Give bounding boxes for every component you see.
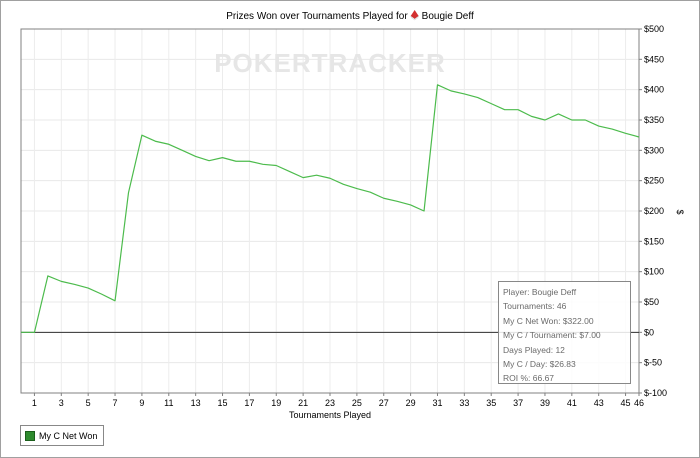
x-tick-label: 21 bbox=[298, 398, 308, 408]
legend-swatch bbox=[25, 430, 35, 441]
x-axis-label: Tournaments Played bbox=[289, 410, 371, 420]
x-tick-label: 5 bbox=[86, 398, 91, 408]
stat-per-tournament: My C / Tournament: $7.00 bbox=[503, 330, 601, 341]
stat-net-won: My C Net Won: $322.00 bbox=[503, 315, 594, 326]
x-tick-label: 7 bbox=[113, 398, 118, 408]
y-tick-label: $150 bbox=[644, 236, 664, 246]
y-tick-label: $450 bbox=[644, 54, 664, 64]
x-tick-label: 13 bbox=[191, 398, 201, 408]
watermark: POKERTRACKER bbox=[214, 48, 446, 78]
x-tick-label: 29 bbox=[406, 398, 416, 408]
y-axis-label: $ bbox=[675, 209, 685, 214]
x-tick-label: 45 bbox=[621, 398, 631, 408]
x-tick-label: 37 bbox=[513, 398, 523, 408]
stat-per-day: My C / Day: $26.83 bbox=[503, 358, 576, 369]
y-tick-label: $100 bbox=[644, 267, 664, 277]
stat-player: Player: Bougie Deff bbox=[503, 287, 577, 297]
y-axis: $-100 $-50 $0 $50 $100 $150 $200 $250 $300 $350 $4… bbox=[639, 24, 667, 398]
stats-box: Player: Bougie Deff Tournaments: 46 My C… bbox=[498, 281, 631, 384]
y-tick-label: $300 bbox=[644, 145, 664, 155]
player-icon bbox=[410, 10, 419, 21]
series-line-my-c-net-won bbox=[21, 84, 640, 333]
x-tick-label: 35 bbox=[486, 398, 496, 408]
stat-roi: ROI %: 66.67 bbox=[503, 373, 555, 384]
x-tick-label: 9 bbox=[139, 398, 144, 408]
x-tick-label: 19 bbox=[271, 398, 281, 408]
x-tick-label: 31 bbox=[432, 398, 442, 408]
x-tick-label: 25 bbox=[352, 398, 362, 408]
x-tick-label: 46 bbox=[634, 398, 644, 408]
x-tick-label: 39 bbox=[540, 398, 550, 408]
stat-days-played: Days Played: 12 bbox=[503, 344, 565, 355]
y-tick-label: $500 bbox=[644, 24, 664, 34]
x-tick-label: 1 bbox=[32, 398, 37, 408]
x-tick-label: 41 bbox=[567, 398, 577, 408]
y-tick-label: $250 bbox=[644, 176, 664, 186]
x-tick-label: 23 bbox=[325, 398, 335, 408]
chart-title: Prizes Won over Tournaments Played for bbox=[226, 11, 408, 22]
legend-label: My C Net Won bbox=[39, 430, 98, 441]
y-tick-label: $200 bbox=[644, 206, 664, 216]
legend: My C Net Won bbox=[20, 425, 105, 446]
x-tick-label: 11 bbox=[164, 398, 173, 408]
chart-title-prefix: Prizes Won over Tournaments Played for bbox=[226, 11, 408, 22]
x-tick-label: 17 bbox=[244, 398, 254, 408]
stat-tournaments: Tournaments: 46 bbox=[503, 301, 567, 312]
x-tick-label: 43 bbox=[594, 398, 604, 408]
y-tick-label: $-100 bbox=[644, 388, 667, 398]
y-tick-label: $0 bbox=[644, 327, 654, 337]
series-layer bbox=[21, 84, 640, 333]
y-tick-label: $50 bbox=[644, 297, 659, 307]
x-tick-label: 33 bbox=[459, 398, 469, 408]
x-tick-label: 15 bbox=[218, 398, 228, 408]
x-axis: 1 3 5 7 9 11 13 15 17 19 21 23 25 27 29 31 33 35 37 39 41 43 4… bbox=[32, 393, 644, 408]
y-tick-label: $350 bbox=[644, 115, 664, 125]
x-tick-label: 27 bbox=[379, 398, 389, 408]
y-tick-label: $-50 bbox=[644, 358, 662, 368]
y-tick-label: $400 bbox=[644, 85, 664, 95]
chart-title-player: Bougie Deff bbox=[422, 11, 474, 22]
x-tick-label: 3 bbox=[59, 398, 64, 408]
